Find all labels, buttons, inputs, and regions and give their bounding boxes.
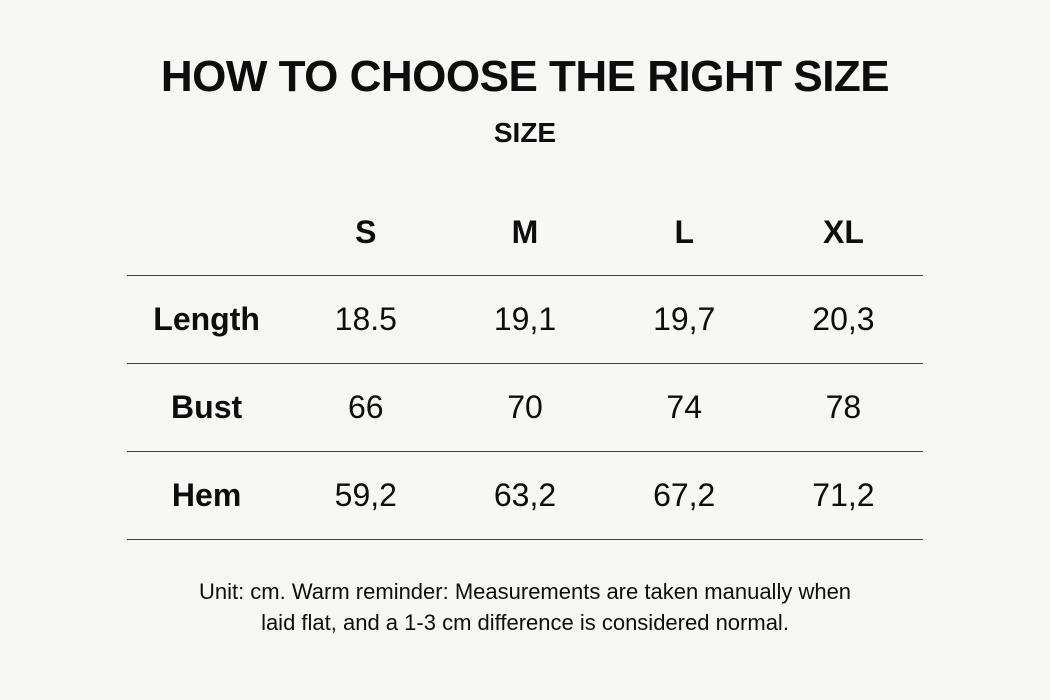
cell-hem-xl: 71,2 <box>812 477 875 513</box>
cell-bust-m: 70 <box>507 389 543 425</box>
row-label-hem: Hem <box>171 477 242 513</box>
table-row-bust: Bust 66 70 74 78 <box>127 364 923 452</box>
row-label-length: Length <box>153 301 260 337</box>
cell-length-s: 18.5 <box>334 301 397 337</box>
table-row-hem: Hem 59,2 63,2 67,2 71,2 <box>127 452 923 540</box>
measurement-note: Unit: cm. Warm reminder: Measurements ar… <box>0 576 1050 638</box>
row-label-bust: Bust <box>171 389 243 425</box>
cell-hem-m: 63,2 <box>493 477 557 513</box>
column-header-m: M <box>511 214 539 250</box>
table-row-length: Length 18.5 19,1 19,7 20,3 <box>127 276 923 364</box>
page-title: HOW TO CHOOSE THE RIGHT SIZE <box>160 52 890 101</box>
column-header-s: S <box>355 214 377 250</box>
size-table: S M L XL Length 18.5 19,1 19,7 20,3 Bust… <box>127 190 923 540</box>
cell-length-xl: 20,3 <box>812 301 875 337</box>
column-header-xl: XL <box>822 214 864 250</box>
measurement-note-line-1: Unit: cm. Warm reminder: Measurements ar… <box>198 579 852 604</box>
cell-bust-l: 74 <box>666 389 702 425</box>
cell-bust-s: 66 <box>348 389 384 425</box>
cell-length-l: 19,7 <box>653 301 716 337</box>
cell-hem-l: 67,2 <box>653 477 716 513</box>
page-subtitle: SIZE <box>493 117 557 148</box>
cell-length-m: 19,1 <box>493 301 557 337</box>
measurement-note-line-2: laid flat, and a 1-3 cm difference is co… <box>261 610 789 635</box>
column-header-l: L <box>674 214 694 250</box>
table-header-row: S M L XL <box>127 190 923 276</box>
cell-hem-s: 59,2 <box>334 477 397 513</box>
cell-bust-xl: 78 <box>825 389 862 425</box>
